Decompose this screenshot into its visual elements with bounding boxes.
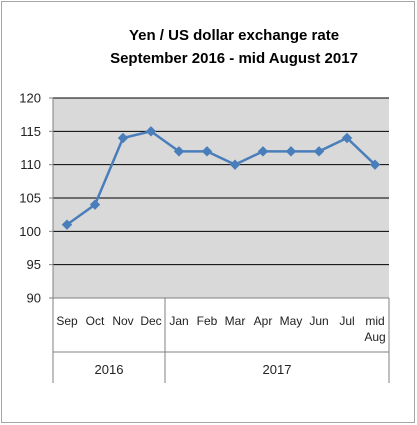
x-tick-label: May bbox=[280, 314, 303, 328]
x-tick-label: Sep bbox=[56, 314, 78, 328]
data-point bbox=[257, 146, 269, 157]
data-point bbox=[201, 146, 213, 157]
data-point bbox=[117, 132, 129, 144]
axes bbox=[52, 98, 390, 383]
x-tick-label: Jan bbox=[169, 314, 188, 328]
y-tick-label: 110 bbox=[20, 157, 41, 172]
x-tick-label: mid bbox=[365, 314, 384, 328]
data-point bbox=[285, 146, 297, 157]
y-axis-ticks: 90 95 100 105 110 115 120 bbox=[19, 91, 53, 306]
x-tick-label: Dec bbox=[140, 314, 161, 328]
x-tick-label: Jul bbox=[339, 314, 354, 328]
y-tick-label: 115 bbox=[20, 124, 41, 139]
data-point bbox=[229, 159, 241, 170]
y-tick-label: 120 bbox=[19, 91, 41, 106]
series-line bbox=[66, 130, 376, 226]
x-tick-label: Apr bbox=[254, 314, 273, 328]
data-point bbox=[173, 146, 185, 157]
x-group-label: 2017 bbox=[263, 362, 292, 377]
chart-title: Yen / US dollar exchange rate bbox=[129, 27, 339, 44]
chart-subtitle: September 2016 - mid August 2017 bbox=[110, 50, 358, 67]
x-tick-label: Oct bbox=[86, 314, 105, 328]
y-tick-label: 90 bbox=[27, 291, 41, 306]
series-layer bbox=[61, 126, 381, 230]
x-axis-ticks: Sep Oct Nov Dec Jan Feb Mar Apr May Jun Jul mid Aug bbox=[56, 314, 385, 344]
data-point bbox=[89, 199, 101, 210]
data-point bbox=[313, 146, 325, 157]
data-point bbox=[61, 219, 73, 230]
x-tick-label: Jun bbox=[309, 314, 328, 328]
x-tick-label: Mar bbox=[225, 314, 246, 328]
y-tick-label: 95 bbox=[27, 257, 41, 272]
gridlines bbox=[53, 97, 389, 299]
x-axis-groups: 2016 2017 bbox=[95, 298, 292, 383]
data-point bbox=[341, 132, 353, 144]
x-tick-label: Feb bbox=[197, 314, 218, 328]
x-tick-label: Aug bbox=[364, 330, 385, 344]
x-tick-label: Nov bbox=[112, 314, 133, 328]
y-tick-label: 105 bbox=[19, 191, 41, 206]
data-point bbox=[369, 159, 381, 170]
y-tick-label: 100 bbox=[19, 224, 41, 239]
x-group-label: 2016 bbox=[95, 362, 124, 377]
data-point bbox=[145, 126, 157, 137]
